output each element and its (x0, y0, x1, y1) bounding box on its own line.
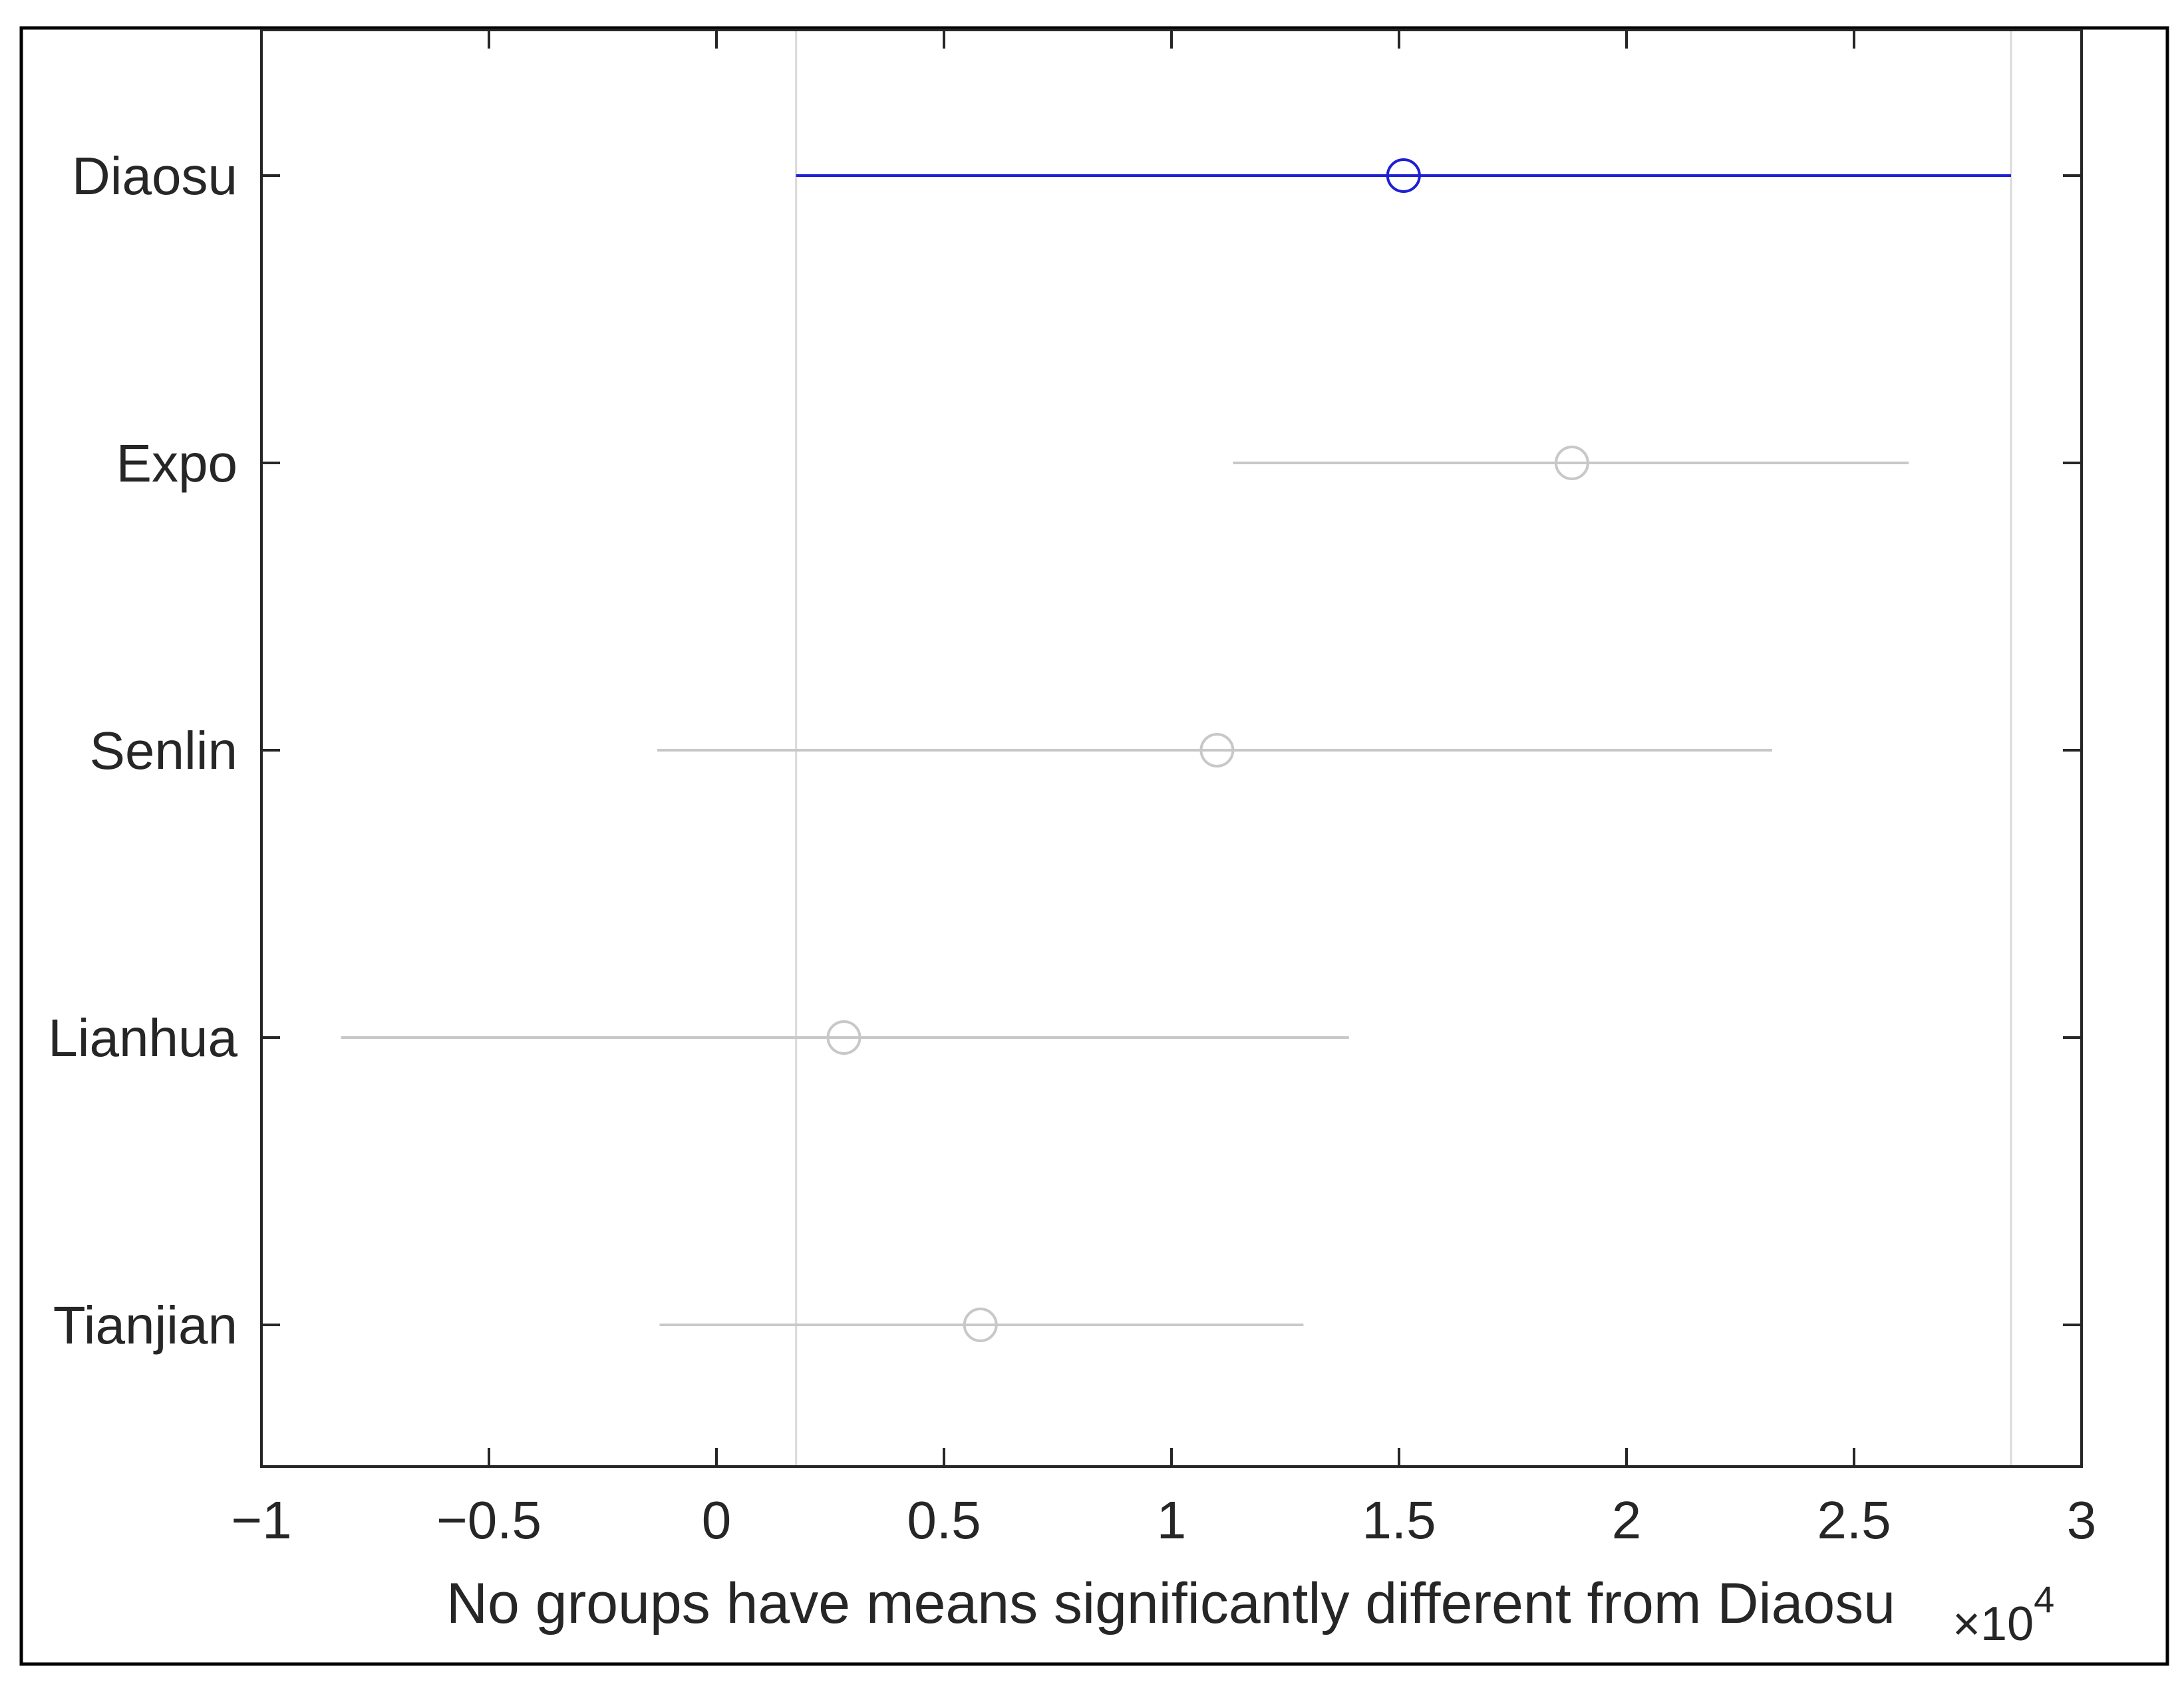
y-tick-label-tianjian: Tianjian (53, 1296, 237, 1355)
figure-frame (19, 26, 2169, 1666)
mean-marker-lianhua (826, 1020, 861, 1055)
y-tick-label-diaosu: Diaosu (72, 146, 237, 206)
y-tick-label-senlin: Senlin (90, 721, 237, 780)
mean-marker-tianjian (963, 1308, 998, 1342)
x-tick-label: 0 (702, 1490, 732, 1550)
y-tick-label-expo: Expo (116, 434, 237, 493)
mean-marker-expo (1554, 446, 1589, 480)
x-tick-label: 2 (1612, 1490, 1642, 1550)
x-tick-label: 3 (2067, 1490, 2097, 1550)
x-tick-label: 1 (1157, 1490, 1187, 1550)
x-tick-label: −1 (231, 1490, 291, 1550)
plot-area: −1 −0.5 0 0.5 1 1.5 2 2.5 3 Diaosu Expo Senlin Lianh… (48, 29, 2097, 1550)
y-tick-label-lianhua: Lianhua (48, 1008, 237, 1067)
x-tick-label: 2.5 (1817, 1490, 1891, 1550)
x-tick-label: −0.5 (436, 1490, 542, 1550)
x-axis-label: No groups have means significantly diffe… (446, 1572, 1895, 1635)
mean-marker-diaosu (1386, 158, 1421, 193)
x-exponent-label: ×104 (1952, 1578, 2054, 1651)
x-tick-label: 1.5 (1362, 1490, 1436, 1550)
x-tick-label: 0.5 (907, 1490, 981, 1550)
mean-marker-senlin (1199, 733, 1235, 768)
